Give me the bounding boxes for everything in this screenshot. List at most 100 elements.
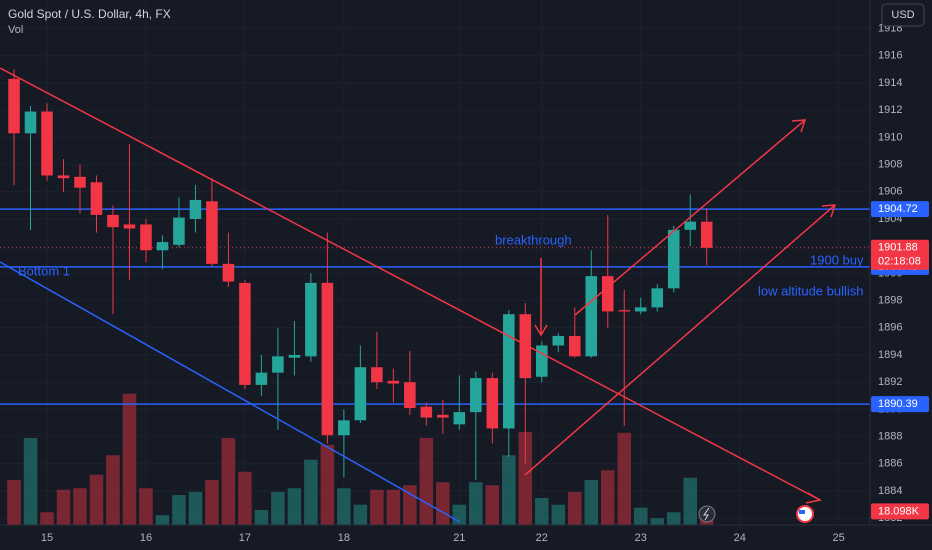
currency-button[interactable] — [881, 3, 925, 27]
candle-body — [222, 263, 235, 282]
y-tick-label: 1916 — [878, 50, 902, 62]
volume-bar — [139, 488, 153, 525]
y-tick-label: 1886 — [878, 458, 902, 470]
x-tick-label: 23 — [635, 532, 647, 544]
x-tick-label: 16 — [140, 532, 152, 544]
y-tick-label: 1914 — [878, 77, 902, 89]
trend-line — [524, 204, 836, 476]
volume-title: Vol — [8, 24, 23, 36]
candle-body — [470, 378, 482, 413]
candle-body — [305, 282, 317, 357]
candle-body — [288, 354, 301, 358]
volume-bar — [469, 482, 483, 525]
candle-body — [57, 175, 70, 179]
candle-body — [156, 242, 169, 251]
volume-bar — [271, 492, 285, 525]
x-tick-label: 21 — [453, 532, 465, 544]
candle-body — [74, 176, 86, 188]
y-tick-label: 1898 — [878, 294, 902, 306]
candle-body — [503, 314, 515, 429]
candle-body — [634, 307, 647, 312]
annotation: low altitude bullish — [758, 283, 864, 298]
candle-body — [420, 406, 433, 418]
volume-bar — [56, 489, 71, 525]
support-line — [0, 261, 461, 523]
volume-bar — [485, 485, 500, 525]
candle-body — [684, 221, 696, 230]
candle-body — [90, 182, 103, 215]
axis-labels: 1882188418861888189018921894189618981900… — [41, 22, 929, 544]
candle-body — [255, 372, 268, 385]
candle-body — [123, 224, 136, 229]
candle-body — [519, 314, 532, 379]
volume-bar — [353, 504, 368, 525]
volume-bar — [320, 444, 335, 525]
arrow-head — [791, 119, 807, 133]
event-icon[interactable] — [698, 505, 716, 523]
drawings — [0, 67, 837, 523]
y-tick-label: 1912 — [878, 104, 902, 116]
volume-bar — [304, 459, 318, 525]
volume-bar — [172, 495, 186, 525]
candle-body — [486, 378, 499, 429]
volume-bar — [666, 512, 681, 525]
candle-body — [173, 217, 185, 245]
x-tick-label: 18 — [338, 532, 350, 544]
level-label-box — [871, 396, 929, 413]
candle-body — [618, 310, 631, 312]
candle-body — [8, 78, 20, 134]
candle-body — [585, 276, 598, 357]
trend-line — [574, 119, 806, 316]
lightning-icon — [703, 507, 710, 521]
arrow-head — [821, 204, 837, 218]
volume-bar — [502, 455, 516, 525]
volume-bar — [650, 518, 665, 525]
volume-bar — [287, 488, 302, 525]
volume-bar — [419, 438, 434, 525]
candle-body — [206, 201, 218, 264]
arrow-head — [534, 324, 548, 337]
volume-bar — [40, 512, 54, 525]
level-label: 1890.39 — [878, 398, 918, 410]
x-tick-label: 22 — [536, 532, 548, 544]
candle-body — [189, 199, 202, 219]
volume-bar — [89, 474, 104, 525]
candle-body — [552, 335, 565, 346]
annotation: breakthrough — [495, 232, 572, 247]
candle-body — [700, 221, 713, 248]
x-tick-label: 17 — [239, 532, 251, 544]
y-tick-label: 1892 — [878, 376, 902, 388]
y-tick-label: 1910 — [878, 131, 902, 143]
volume-bar — [337, 488, 351, 525]
grid — [0, 0, 870, 525]
y-tick-label: 1906 — [878, 186, 902, 198]
candle-body — [41, 111, 53, 176]
volume-bar — [23, 438, 38, 525]
annotation: Bottom 1 — [18, 263, 70, 278]
volume-bar — [238, 471, 252, 525]
arrow-head — [805, 492, 823, 504]
y-tick-label: 1888 — [878, 430, 902, 442]
x-tick-label: 25 — [833, 532, 845, 544]
y-tick-label: 1884 — [878, 485, 902, 497]
candle-body — [536, 345, 548, 377]
candle-body — [321, 282, 334, 436]
trend-line — [0, 67, 821, 501]
y-tick-label: 1894 — [878, 349, 902, 361]
candle-body — [24, 111, 37, 134]
volume-bar — [633, 507, 648, 525]
volume-bar — [188, 492, 203, 525]
volume-bar — [122, 393, 137, 525]
volume-bar — [254, 510, 269, 525]
candle-body — [354, 367, 367, 421]
volume-bar — [155, 515, 170, 525]
symbol-title: Gold Spot / U.S. Dollar, 4h, FX — [8, 7, 171, 21]
volume-bar — [551, 504, 566, 525]
volume-bar — [518, 432, 533, 525]
volume-bar — [600, 470, 615, 525]
candle-body — [601, 276, 614, 312]
candle-body — [453, 412, 466, 425]
volume-bar — [73, 488, 87, 525]
volume-bar — [584, 480, 599, 525]
